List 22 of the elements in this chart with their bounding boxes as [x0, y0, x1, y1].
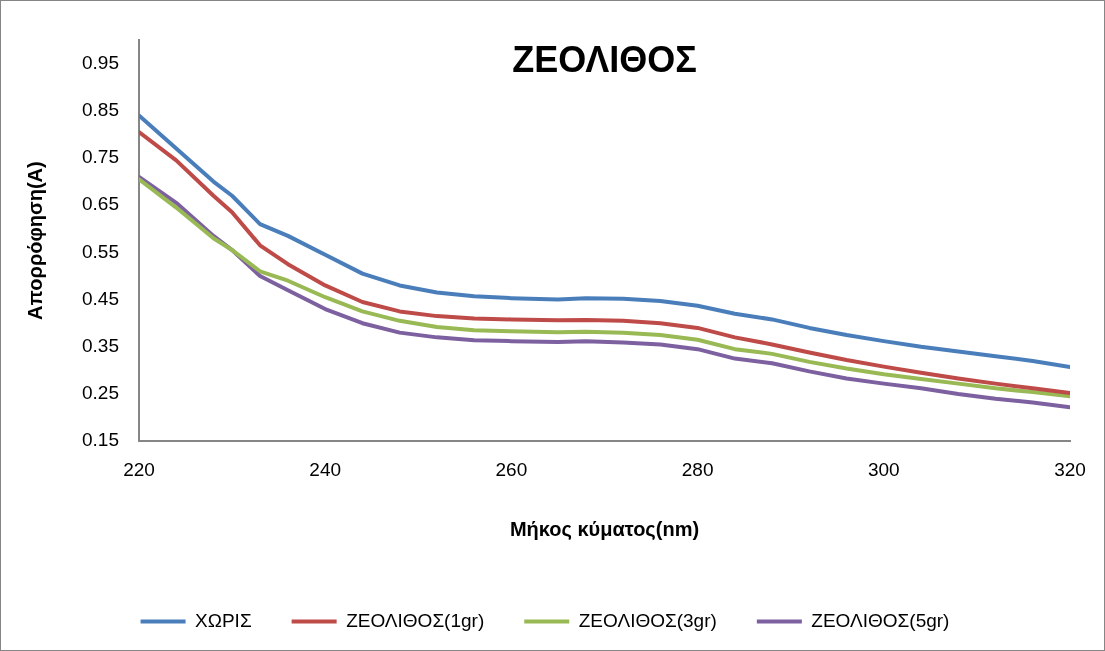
y-tick-label: 0.25	[82, 382, 119, 404]
y-tick-label: 0.35	[82, 335, 119, 357]
y-tick-label: 0.95	[82, 51, 119, 73]
y-tick-label: 0.85	[82, 99, 119, 121]
y-tick-label: 0.55	[82, 240, 119, 262]
legend-label: ΖΕΟΛΙΘΟΣ(3gr)	[578, 609, 717, 631]
y-tick-label: 0.45	[82, 287, 119, 309]
x-tick-label: 280	[681, 458, 714, 480]
x-tick-label: 260	[495, 458, 528, 480]
x-tick-label: 220	[123, 458, 155, 480]
legend-label: ΖΕΟΛΙΘΟΣ(1gr)	[346, 609, 485, 631]
y-tick-label: 0.75	[82, 146, 119, 168]
x-tick-label: 320	[1054, 458, 1086, 480]
y-tick-label: 0.65	[82, 193, 119, 215]
y-axis-title: Απορρόφηση(A)	[23, 161, 46, 320]
chart-title: ΖΕΟΛΙΘΟΣ	[512, 38, 697, 80]
x-axis-title: Μήκος κύματος(nm)	[509, 517, 700, 540]
legend-label: ΧΩΡΙΣ	[195, 609, 252, 631]
legend-label: ΖΕΟΛΙΘΟΣ(5gr)	[811, 609, 950, 631]
x-tick-label: 300	[867, 458, 900, 480]
x-tick-label: 240	[309, 458, 342, 480]
y-tick-label: 0.15	[82, 429, 119, 451]
